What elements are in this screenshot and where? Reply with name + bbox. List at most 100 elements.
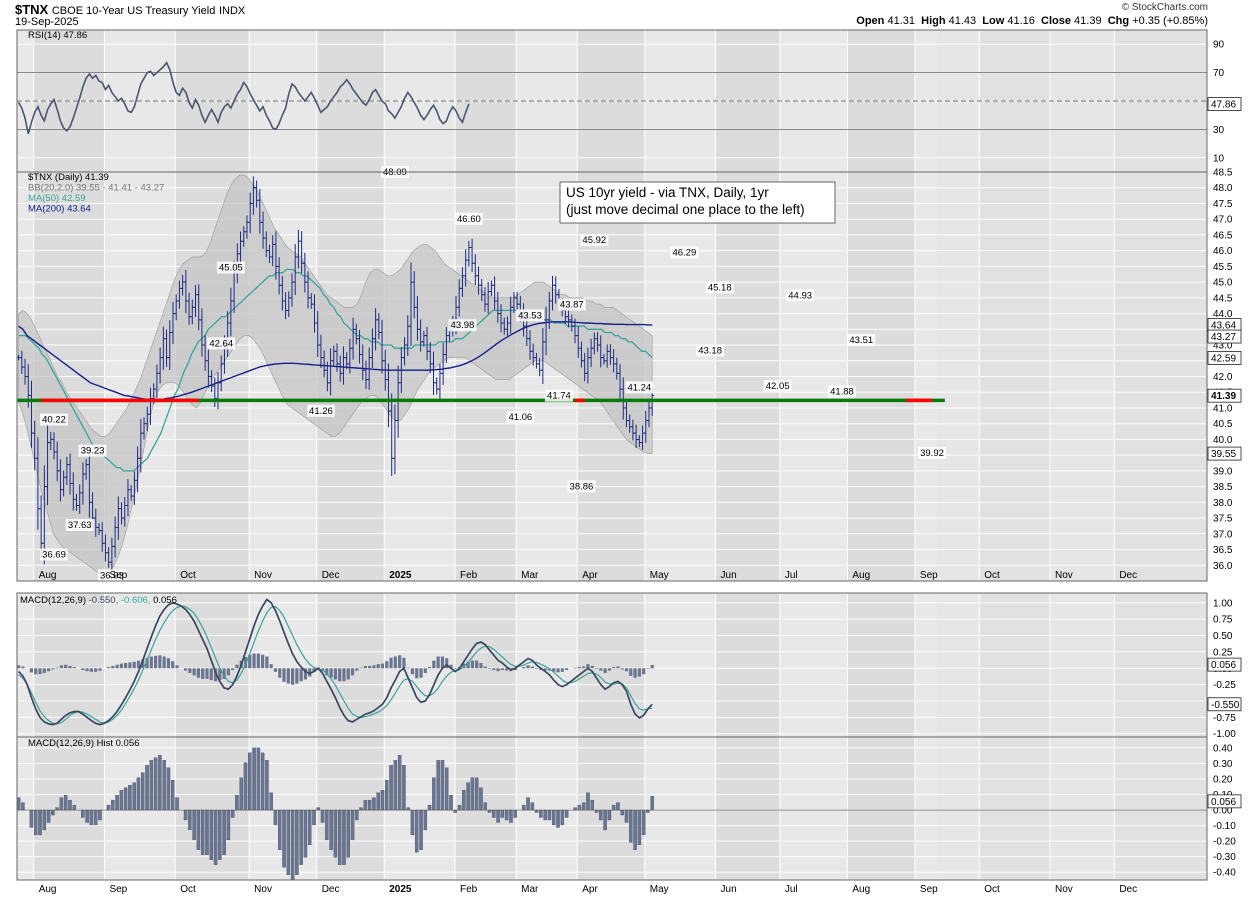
- hist-bar: [453, 809, 458, 813]
- price-right-tag: 41.39: [1207, 388, 1242, 403]
- hist-bar: [141, 772, 145, 811]
- hist-bar: [359, 807, 363, 811]
- hist-bar: [577, 804, 582, 811]
- hist-panel-month-band: [715, 737, 780, 880]
- hist-bar: [410, 809, 415, 836]
- hist-bar: [260, 752, 265, 811]
- hist-bar: [248, 752, 252, 811]
- hist-bar: [265, 760, 269, 811]
- macd-hist-bar: [94, 668, 98, 672]
- macd-hist-bar: [89, 668, 93, 672]
- price-label-text: 43.18: [698, 345, 722, 356]
- hist-bar: [530, 802, 535, 811]
- macd-hist-bar: [171, 661, 175, 669]
- price-label-text: 38.86: [570, 481, 594, 492]
- hist-bar: [299, 809, 303, 865]
- hist-bar: [170, 780, 175, 811]
- macd-hist-bar: [419, 668, 423, 678]
- hist-bar: [633, 809, 637, 850]
- price-label: 41.74: [544, 389, 573, 402]
- symbol: $TNX: [15, 2, 49, 17]
- price-label: 44.93: [786, 289, 815, 302]
- hist-panel-tick-label: 0.20: [1213, 774, 1233, 785]
- macd-right-tag: 0.056: [1207, 657, 1242, 672]
- price-label: 39.92: [918, 446, 947, 459]
- month-label: Jul: [785, 884, 798, 895]
- price-label-text: 43.51: [849, 335, 873, 346]
- hist-bar: [68, 799, 72, 811]
- hist-bar: [419, 809, 423, 850]
- macd-panel-background: [17, 593, 1207, 737]
- macd-legend-signal: -0.606,: [121, 595, 153, 606]
- price-panel-tick-label: 38.5: [1213, 482, 1233, 493]
- macd-hist-bar: [201, 668, 205, 679]
- hist-bar: [282, 809, 286, 868]
- price-label: 43.18: [696, 344, 725, 357]
- chart-date: 19-Sep-2025: [15, 16, 79, 28]
- macd-panel-tick-label: -0.75: [1213, 713, 1236, 724]
- month-label: Sep: [109, 570, 127, 581]
- hist-bar: [543, 809, 547, 821]
- macd-hist-bar: [226, 668, 230, 676]
- price-label-text: 46.60: [457, 214, 481, 225]
- macd-hist-bar: [552, 668, 556, 672]
- chg-label: Chg: [1107, 15, 1130, 27]
- macd-hist-bar: [38, 668, 42, 675]
- hist-bar: [106, 804, 111, 811]
- price-month-axis: Aug Sep Oct Nov Dec 2025 Feb Mar Apr May Jun Jul Aug…: [39, 570, 1137, 581]
- price-label-text: 41.74: [547, 391, 571, 402]
- macd-hist-bar: [470, 660, 474, 669]
- hist-panel-tick-label: 0.40: [1213, 743, 1233, 754]
- hist-panel-tick-label: -0.40: [1213, 868, 1236, 879]
- macd-right-tag-box: [1207, 657, 1242, 672]
- macd-hist-bar: [286, 668, 290, 684]
- hist-bar: [128, 785, 132, 811]
- price-panel-tick-label: 48.0: [1213, 183, 1233, 194]
- macd-panel-tick-label: 0.75: [1213, 615, 1233, 626]
- macd-hist-bar: [273, 668, 278, 672]
- price-label: 46.60: [454, 212, 483, 225]
- hist-bar: [624, 809, 629, 823]
- macd-hist-bar: [607, 668, 611, 671]
- hist-bar: [436, 760, 440, 811]
- hist-bar: [603, 809, 607, 831]
- hist-right-tag-box: [1207, 794, 1242, 809]
- macd-hist-bar: [599, 668, 603, 671]
- rsi-panel-tick-label: 90: [1213, 40, 1225, 51]
- macd-hist-bar: [530, 666, 534, 669]
- price-label-text: 36.03: [100, 570, 124, 581]
- hist-bar: [564, 809, 569, 818]
- month-label: Aug: [852, 570, 870, 581]
- hist-bar: [21, 802, 25, 811]
- hist-bar: [470, 777, 475, 811]
- month-label: Dec: [322, 884, 340, 895]
- hist-bar: [440, 760, 445, 811]
- low-label: Low: [982, 15, 1005, 27]
- hist-bar: [72, 804, 77, 811]
- month-label: Oct: [180, 570, 196, 581]
- hist-panel-tick-label: 0.00: [1213, 806, 1233, 817]
- price-panel-tick-label: 37.0: [1213, 529, 1233, 540]
- hist-bar: [162, 760, 166, 811]
- macd-hist-bar: [162, 656, 166, 669]
- hist-bar: [534, 809, 539, 813]
- macd-hist-bar: [166, 658, 171, 669]
- price-label: 43.87: [557, 298, 586, 311]
- hist-bar: [243, 762, 248, 811]
- hist-panel-month-band: [847, 737, 915, 880]
- macd-hist-bar: [445, 658, 449, 669]
- hist-bar: [487, 809, 492, 813]
- macd-hist-bar: [111, 665, 115, 669]
- macd-hist-bar: [385, 661, 389, 669]
- macd-hist-bar: [136, 660, 141, 669]
- macd-hist-bar: [410, 668, 415, 675]
- macd-signal-line: [18, 605, 653, 725]
- price-panel-tick-label: 41.0: [1213, 403, 1233, 414]
- hist-bar: [175, 797, 179, 811]
- close-value: 41.39: [1074, 15, 1102, 27]
- macd-hist-bar: [359, 667, 363, 669]
- month-label: Jul: [785, 570, 798, 581]
- hist-bar: [611, 804, 616, 811]
- hist-bar: [222, 809, 226, 855]
- price-labels: 40.22 36.69 39.23 37.63 36.03 45.05 42.64 41.26…: [39, 165, 947, 582]
